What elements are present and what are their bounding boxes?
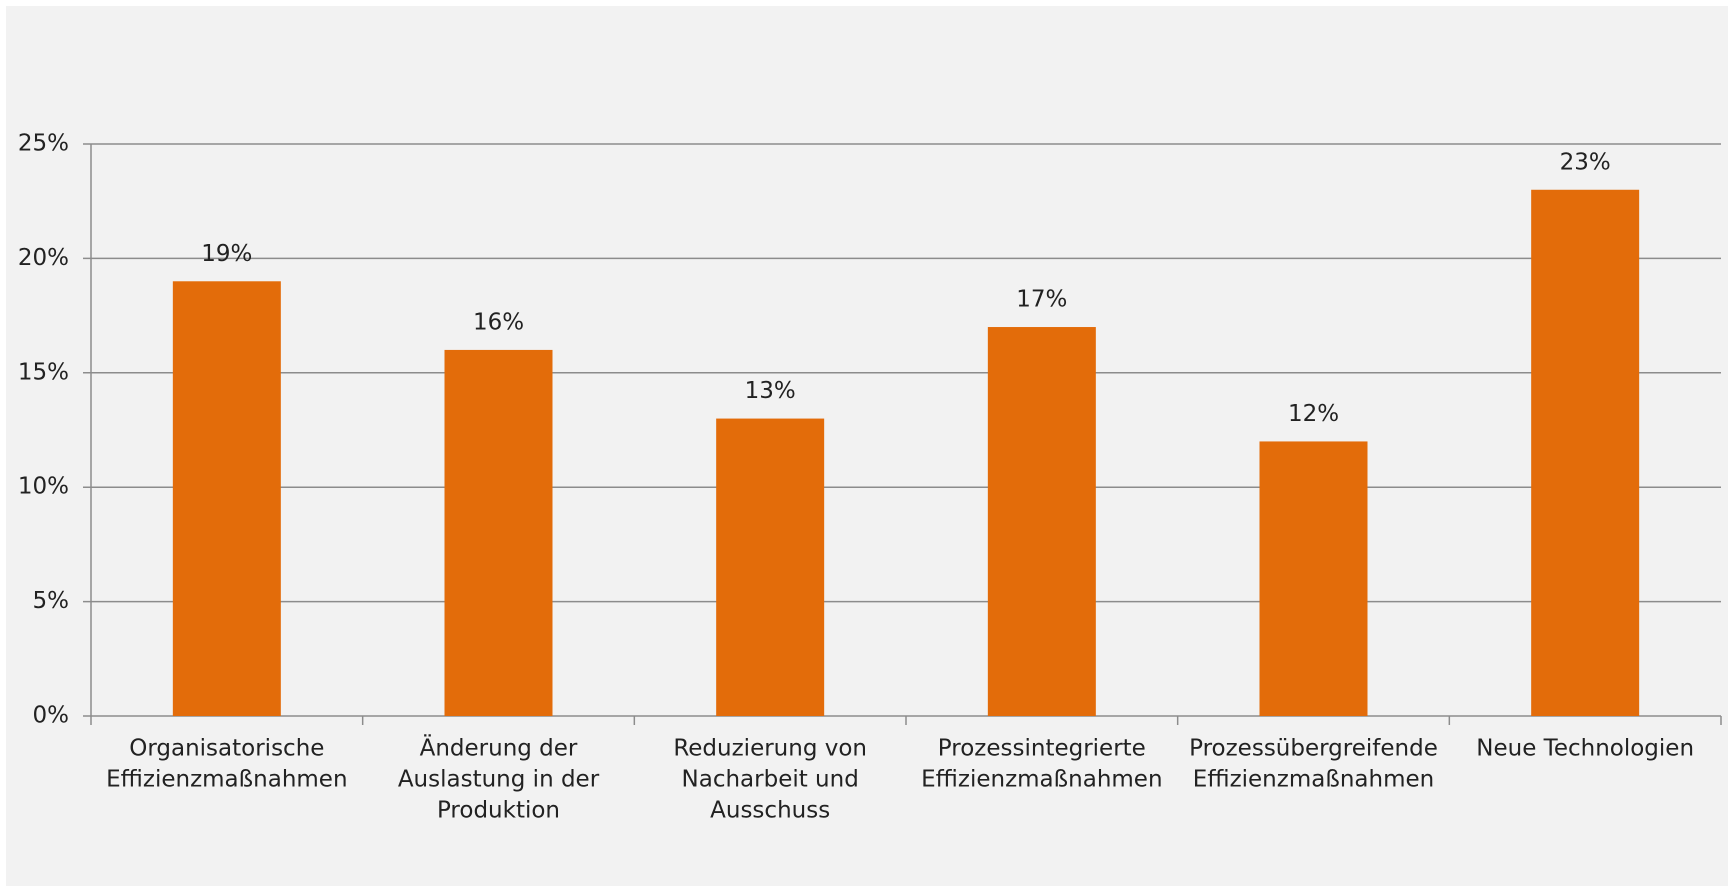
bar	[172, 281, 281, 716]
data-label: 13%	[745, 378, 796, 404]
data-label: 19%	[201, 241, 252, 267]
y-tick-label: 5%	[33, 588, 70, 614]
data-label: 17%	[1016, 287, 1067, 313]
data-label: 16%	[473, 309, 524, 335]
bar	[444, 349, 553, 716]
bar	[716, 418, 825, 716]
x-tick-label: Produktion	[437, 798, 560, 824]
y-tick-label: 15%	[18, 359, 69, 385]
x-tick-label: Prozessintegrierte	[938, 736, 1146, 762]
y-tick-label: 20%	[18, 245, 69, 271]
x-tick-label: Nacharbeit und	[682, 767, 859, 793]
y-tick-label: 25%	[18, 131, 69, 157]
x-tick-label: Organisatorische	[129, 736, 324, 762]
chart-background	[6, 6, 1728, 886]
bar	[1259, 441, 1368, 716]
x-tick-label: Ausschuss	[710, 798, 830, 824]
y-tick-label: 0%	[33, 703, 70, 729]
x-tick-label: Effizienzmaßnahmen	[921, 767, 1162, 793]
x-tick-label: Effizienzmaßnahmen	[106, 767, 347, 793]
x-tick-label: Reduzierung von	[673, 736, 867, 762]
data-label: 23%	[1560, 149, 1611, 175]
data-label: 12%	[1288, 401, 1339, 427]
x-tick-label: Neue Technologien	[1476, 736, 1694, 762]
bar	[1531, 189, 1640, 716]
y-tick-label: 10%	[18, 474, 69, 500]
bar	[987, 327, 1096, 716]
x-tick-label: Effizienzmaßnahmen	[1193, 767, 1434, 793]
x-tick-label: Prozessübergreifende	[1189, 736, 1438, 762]
x-tick-label: Änderung der	[420, 734, 578, 762]
x-tick-label: Auslastung in der	[398, 767, 600, 793]
